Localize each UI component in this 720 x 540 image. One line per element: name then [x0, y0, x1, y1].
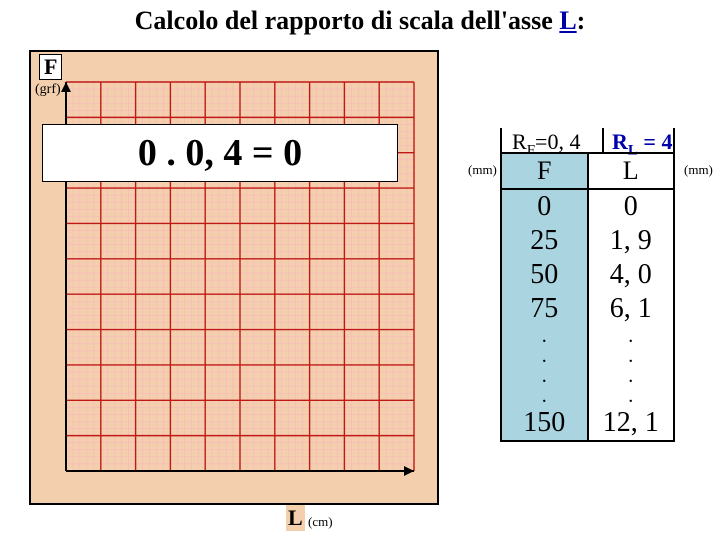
- cell-l: 0: [588, 189, 675, 224]
- cell-l: .: [588, 346, 675, 366]
- col-header-l: L: [588, 153, 675, 189]
- y-axis-label: F: [39, 54, 62, 80]
- cell-l: .: [588, 366, 675, 386]
- data-table: F L 00251, 9504, 0756, 1........15012, 1: [500, 152, 675, 442]
- table-row: ..: [501, 346, 674, 366]
- unit-mm-left: (mm): [468, 162, 497, 178]
- table-row: 504, 0: [501, 258, 674, 292]
- cell-l: 12, 1: [588, 406, 675, 441]
- table-row: 15012, 1: [501, 406, 674, 441]
- title-pre: Calcolo del rapporto di scala dell'asse: [135, 6, 560, 35]
- table-row: 00: [501, 189, 674, 224]
- title-under: L: [559, 6, 576, 35]
- cell-l: 1, 9: [588, 224, 675, 258]
- cell-f: .: [501, 326, 588, 346]
- page-title: Calcolo del rapporto di scala dell'asse …: [0, 6, 720, 36]
- cell-f: .: [501, 386, 588, 406]
- formula-text: 0 . 0, 4 = 0: [138, 131, 302, 175]
- cell-f: 50: [501, 258, 588, 292]
- cell-l: 6, 1: [588, 292, 675, 326]
- table-row: 251, 9: [501, 224, 674, 258]
- rl-symbol: R: [612, 129, 628, 154]
- x-axis-label: L: [286, 505, 305, 531]
- cell-f: .: [501, 346, 588, 366]
- col-header-f: F: [501, 153, 588, 189]
- vline-deco: [602, 128, 604, 154]
- x-axis-unit: (cm): [308, 514, 333, 530]
- rl-eq: = 4: [638, 129, 673, 154]
- table-row: 756, 1: [501, 292, 674, 326]
- table-row: ..: [501, 366, 674, 386]
- cell-f: 150: [501, 406, 588, 441]
- unit-mm-right: (mm): [684, 162, 713, 178]
- table-row: ..: [501, 326, 674, 346]
- cell-l: 4, 0: [588, 258, 675, 292]
- vline-deco: [673, 128, 675, 154]
- cell-f: .: [501, 366, 588, 386]
- y-axis-unit: (grf): [35, 82, 61, 98]
- formula-box: 0 . 0, 4 = 0: [42, 124, 398, 182]
- vline-deco: [500, 128, 502, 154]
- cell-l: .: [588, 386, 675, 406]
- title-post: :: [577, 6, 586, 35]
- cell-l: .: [588, 326, 675, 346]
- cell-f: 75: [501, 292, 588, 326]
- table-row: ..: [501, 386, 674, 406]
- table-wrap: F L 00251, 9504, 0756, 1........15012, 1: [500, 152, 675, 442]
- rf-symbol: R: [512, 129, 527, 154]
- cell-f: 25: [501, 224, 588, 258]
- rf-eq: =0, 4: [535, 129, 580, 154]
- cell-f: 0: [501, 189, 588, 224]
